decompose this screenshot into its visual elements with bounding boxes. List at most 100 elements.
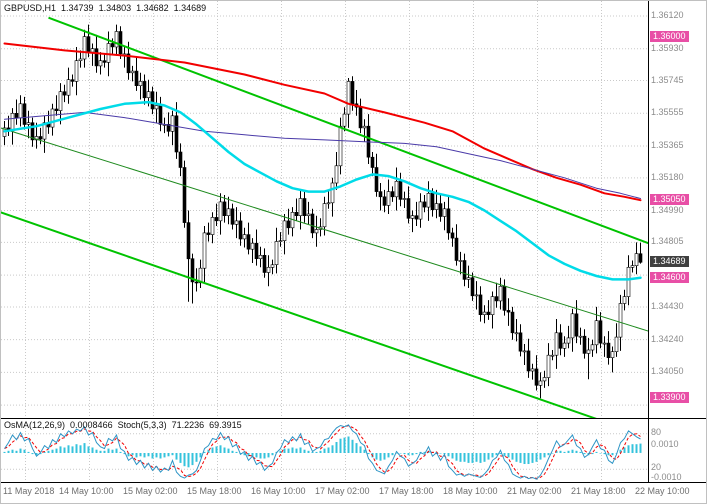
ma-slow-red-line[interactable] (3, 42, 642, 202)
osma-bar (223, 447, 226, 453)
osma-bar (423, 451, 426, 453)
candle-body (422, 201, 427, 208)
osma-bar (211, 447, 214, 453)
indicator-plot-area[interactable] (1, 422, 648, 481)
osma-bar (167, 453, 170, 457)
candle-body (94, 48, 99, 67)
time-axis-label: 16 May 10:00 (251, 486, 306, 496)
candle-body (62, 91, 67, 96)
candle-body (502, 285, 507, 311)
osma-bar (567, 450, 570, 453)
price-axis[interactable]: 1.36120 1.35930 1.35745 1.35555 1.35365 1.351… (649, 1, 706, 503)
candle-body (530, 368, 535, 372)
channel-lower-line[interactable] (1, 211, 597, 419)
indicator-axis-label: 0.0010 (651, 439, 679, 449)
candle-body (618, 303, 623, 338)
candle-body (494, 296, 499, 302)
candle-body (570, 313, 575, 339)
osma-bar (71, 446, 74, 453)
osma-bar (203, 451, 206, 453)
osma-bar (551, 453, 554, 454)
osma-bar (367, 453, 370, 455)
candle-body (610, 351, 615, 359)
trend-mid-line[interactable] (1, 127, 665, 336)
osma-bar (619, 449, 622, 453)
candle-body (310, 213, 315, 234)
osma-bar (215, 446, 218, 453)
high-value: 1.34803 (98, 3, 132, 13)
candle-body (582, 335, 587, 354)
ma-fast-cyan-line[interactable] (3, 100, 642, 281)
candle-body (338, 125, 343, 167)
candle-body (438, 203, 443, 217)
candle-body (10, 113, 15, 132)
candle-body (302, 198, 307, 217)
time-axis-label: 14 May 10:00 (59, 486, 114, 496)
candle-body (166, 124, 171, 132)
osma-bar (159, 453, 162, 459)
osma-bar (331, 445, 334, 453)
candle-body (498, 285, 503, 302)
candle-body (54, 108, 59, 112)
time-axis[interactable]: 11 May 2018 14 May 10:00 15 May 02:00 15 Ma… (1, 486, 706, 502)
osma-bar (387, 453, 390, 458)
candle-body (394, 181, 399, 198)
osma-bar (403, 453, 406, 455)
price-level-label: 1.36000 (650, 30, 689, 42)
candle-body (450, 232, 455, 239)
osma-bar (199, 453, 202, 458)
candle-body (390, 191, 395, 198)
time-axis-label: 15 May 02:00 (123, 486, 178, 496)
osma-bar (627, 445, 630, 453)
candle-body (38, 136, 43, 140)
candle-body (470, 277, 475, 297)
candle-body (110, 43, 115, 48)
candle-body (442, 208, 447, 217)
candle-body (190, 258, 195, 283)
osma-bar (631, 444, 634, 453)
candle-body (246, 234, 251, 250)
main-plot-area[interactable] (1, 1, 665, 419)
osma-bar (307, 450, 310, 453)
osma-bar (459, 453, 462, 462)
candle-body (402, 198, 407, 200)
price-tick-label: 1.36120 (651, 9, 684, 20)
candle-body (142, 81, 147, 99)
price-tick-label: 1.35745 (651, 74, 684, 85)
candle-body (226, 208, 231, 217)
osma-bar (295, 448, 298, 453)
osma-bar (563, 451, 566, 453)
candle-body (182, 167, 187, 223)
osma-bar (63, 447, 66, 453)
osma-bar (559, 450, 562, 453)
osma-bar (491, 453, 494, 458)
osma-bar (143, 453, 146, 458)
candle-body (542, 377, 547, 382)
price-tick-label: 1.35365 (651, 139, 684, 150)
candle-body (250, 242, 255, 250)
osma-bar (231, 450, 234, 453)
candle-body (158, 105, 163, 125)
osma-bar (375, 453, 378, 460)
candle-body (154, 105, 159, 110)
osma-bar (583, 453, 586, 455)
ma-mid-navy-line[interactable] (4, 111, 641, 199)
candle-body (482, 311, 487, 316)
chart-ohlc-header: GBPUSD,H1 1.34739 1.34803 1.34682 1.34689 (4, 3, 211, 13)
candle-body (102, 60, 107, 63)
osma-bar (639, 443, 642, 453)
candle-body (202, 232, 207, 269)
candle-body (170, 115, 175, 132)
candle-body (114, 31, 119, 48)
candle-body (86, 36, 91, 53)
channel-upper-line[interactable] (48, 16, 665, 250)
candle-body (538, 380, 543, 386)
osma-bar (83, 443, 86, 453)
osma-bar (471, 453, 474, 463)
osma-bar (103, 450, 106, 453)
osma-bar (463, 453, 466, 462)
candle-body (150, 91, 155, 110)
candle-body (282, 220, 287, 241)
